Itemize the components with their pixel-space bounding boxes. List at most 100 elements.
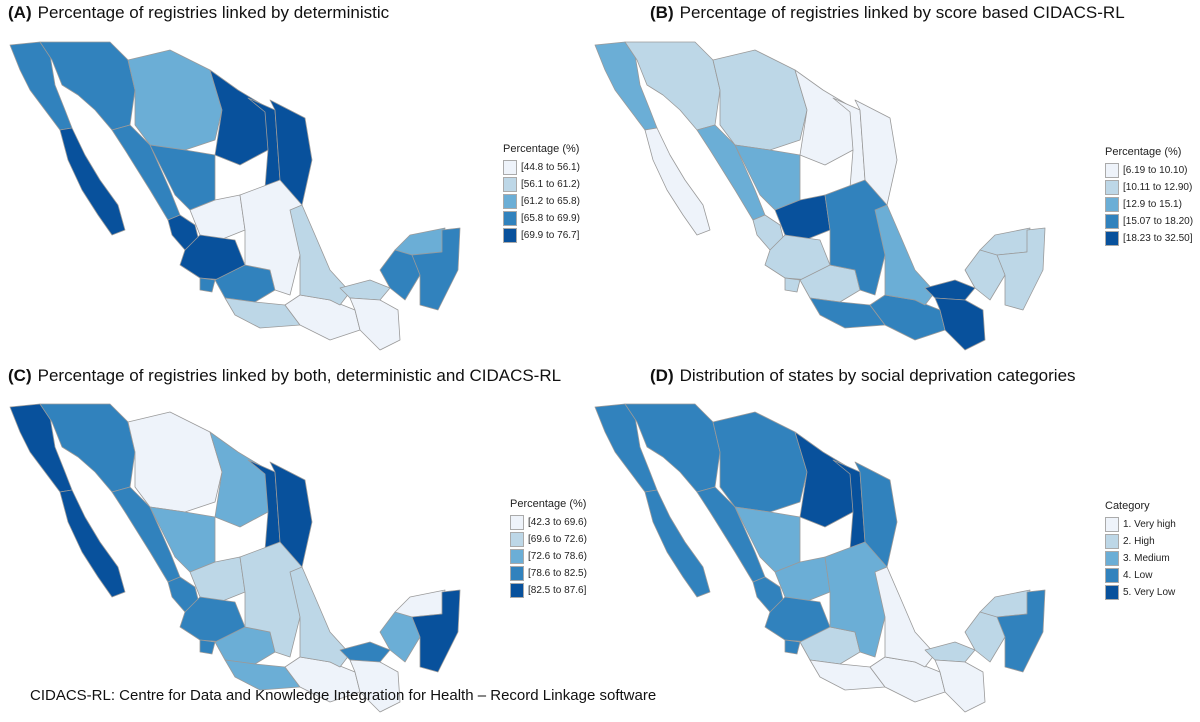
panel-c-title: (C) Percentage of registries linked by bo… — [8, 366, 561, 386]
legend-swatch — [1105, 568, 1119, 583]
legend-swatch — [510, 566, 524, 581]
panel-a-title: (A) Percentage of registries linked by de… — [8, 3, 389, 23]
legend-label: [15.07 to 18.20) — [1123, 216, 1194, 227]
legend-title: Percentage (%) — [503, 143, 580, 155]
legend-label: 5. Very Low — [1123, 587, 1176, 598]
panel-b-letter: (B) — [650, 3, 674, 22]
panel-b-title-text: Percentage of registries linked by score… — [679, 3, 1125, 22]
legend-title: Category — [1105, 500, 1150, 512]
region-quintana-roo — [411, 589, 461, 673]
region-coahuila — [209, 69, 269, 166]
legend-label: [61.2 to 65.8) — [521, 196, 580, 207]
region-chiapas — [349, 297, 401, 351]
legend-label: [69.6 to 72.6) — [528, 534, 587, 545]
legend-swatch — [510, 532, 524, 547]
region-yucatan — [394, 227, 446, 256]
region-baja-california-sur — [644, 489, 711, 598]
panel-d-title: (D) Distribution of states by social depr… — [650, 366, 1076, 386]
region-yucatan — [394, 589, 446, 618]
region-center — [824, 541, 888, 658]
map-c — [9, 403, 461, 713]
region-tabasco — [924, 641, 976, 663]
legend-d: Category 1. Very high 2. High 3. Medium … — [1105, 500, 1176, 601]
legend-b: Percentage (%) [6.19 to 10.10) [10.11 to… — [1105, 146, 1193, 247]
map-a — [9, 41, 461, 351]
region-veracruz — [289, 204, 351, 306]
region-oaxaca — [284, 294, 361, 341]
legend-label: [78.6 to 82.5) — [528, 568, 587, 579]
legend-label: [69.9 to 76.7] — [521, 230, 580, 241]
legend-item: [78.6 to 82.5) — [510, 565, 587, 582]
legend-a: Percentage (%) [44.8 to 56.1) [56.1 to 6… — [503, 143, 580, 244]
legend-label: [6.19 to 10.10) — [1123, 165, 1188, 176]
region-quintana-roo — [996, 589, 1046, 673]
map-b — [594, 41, 1046, 351]
region-coahuila — [794, 431, 854, 528]
legend-swatch — [1105, 517, 1119, 532]
legend-swatch — [503, 194, 517, 209]
legend-title: Percentage (%) — [510, 498, 587, 510]
legend-swatch — [1105, 551, 1119, 566]
legend-swatch — [510, 583, 524, 598]
panel-c-title-text: Percentage of registries linked by both,… — [37, 366, 562, 385]
legend-swatch — [503, 160, 517, 175]
legend-item: [82.5 to 87.6] — [510, 582, 587, 599]
legend-item: 4. Low — [1105, 567, 1176, 584]
region-colima — [199, 277, 216, 293]
region-chihuahua — [712, 411, 808, 513]
region-baja-california-sur — [644, 127, 711, 236]
region-chihuahua — [712, 49, 808, 151]
region-colima — [199, 639, 216, 655]
panel-a-letter: (A) — [8, 3, 32, 22]
region-quintana-roo — [411, 227, 461, 311]
legend-swatch — [1105, 163, 1119, 178]
legend-item: 3. Medium — [1105, 550, 1176, 567]
legend-item: [12.9 to 15.1) — [1105, 196, 1193, 213]
legend-item: 1. Very high — [1105, 516, 1176, 533]
legend-label: [56.1 to 61.2) — [521, 179, 580, 190]
legend-item: [72.6 to 78.6) — [510, 548, 587, 565]
region-chiapas — [934, 297, 986, 351]
legend-label: [12.9 to 15.1) — [1123, 199, 1182, 210]
legend-item: [69.9 to 76.7] — [503, 227, 580, 244]
region-colima — [784, 277, 801, 293]
region-center — [239, 179, 303, 296]
region-baja-california-sur — [59, 127, 126, 236]
legend-swatch — [503, 177, 517, 192]
region-chihuahua — [127, 49, 223, 151]
legend-item: [10.11 to 12.90) — [1105, 179, 1193, 196]
legend-swatch — [1105, 197, 1119, 212]
region-tabasco — [339, 279, 391, 301]
legend-swatch — [1105, 585, 1119, 600]
legend-label: [10.11 to 12.90) — [1123, 182, 1193, 193]
legend-swatch — [1105, 231, 1119, 246]
region-oaxaca — [869, 294, 946, 341]
region-colima — [784, 639, 801, 655]
region-veracruz — [289, 566, 351, 668]
legend-label: [65.8 to 69.9) — [521, 213, 580, 224]
legend-label: [44.8 to 56.1) — [521, 162, 580, 173]
footnote: CIDACS-RL: Centre for Data and Knowledge… — [30, 687, 657, 704]
legend-swatch — [503, 211, 517, 226]
legend-item: [56.1 to 61.2) — [503, 176, 580, 193]
legend-label: [42.3 to 69.6) — [528, 517, 587, 528]
region-oaxaca — [869, 656, 946, 703]
panel-d-letter: (D) — [650, 366, 674, 385]
legend-item: [18.23 to 32.50] — [1105, 230, 1193, 247]
region-center — [824, 179, 888, 296]
region-veracruz — [874, 566, 936, 668]
legend-item: [6.19 to 10.10) — [1105, 162, 1193, 179]
region-yucatan — [979, 589, 1031, 618]
map-d — [594, 403, 1046, 713]
legend-swatch — [510, 549, 524, 564]
legend-swatch — [1105, 180, 1119, 195]
region-chihuahua — [127, 411, 223, 513]
legend-label: 3. Medium — [1123, 553, 1170, 564]
legend-label: 4. Low — [1123, 570, 1153, 581]
legend-label: 2. High — [1123, 536, 1155, 547]
region-baja-california-sur — [59, 489, 126, 598]
region-quintana-roo — [996, 227, 1046, 311]
region-center — [239, 541, 303, 658]
region-tabasco — [339, 641, 391, 663]
legend-item: 2. High — [1105, 533, 1176, 550]
